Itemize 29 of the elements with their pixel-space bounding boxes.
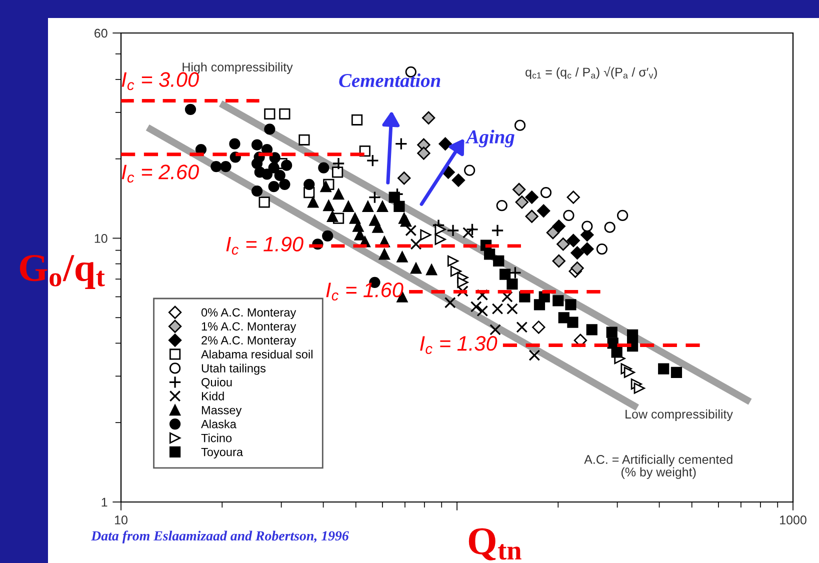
legend-label: Alabama residual soil (201, 350, 312, 358)
legend-label: Quiou (202, 378, 232, 389)
annotation: I$_{c}$ = 1.60 (326, 282, 404, 301)
annotation: Aging (465, 130, 514, 148)
legend-label: 1% A.C. Monteray (202, 322, 296, 333)
y-tick-label: 60 (94, 28, 108, 38)
annotation: I$_{c}$ = 1.30 (420, 336, 498, 354)
legend-label: 2% A.C. Monteray (202, 336, 296, 347)
annotation: I$_{c}$ = 2.60 (122, 164, 199, 183)
x-tick-label: 1000 (780, 516, 806, 524)
legend-label: Ticino (201, 434, 232, 442)
legend-label: 0% A.C. Monteray (201, 308, 296, 319)
legend-label: Kidd (202, 392, 224, 400)
legend-label: Utah tailings (202, 364, 266, 375)
legend-label: Toyoura (201, 448, 243, 459)
y-tick-label: 10 (94, 234, 108, 243)
annotation: Low compressibility (626, 409, 733, 422)
annotation: I$_{c}$ = 3.00 (122, 72, 199, 90)
annotation: I$_{c}$ = 1.90 (226, 236, 304, 255)
annotation: Cementation (339, 73, 440, 88)
y-tick-label: 1 (102, 498, 108, 507)
annotation: High compressibility (182, 62, 293, 74)
legend-label: Massey (202, 406, 242, 417)
y-axis-title: G$_{o}$/q$_{t}$ (20, 255, 105, 290)
text: q$_{c1}$ = (q$_{c}$ / P$_{a}$) √(P$_{a}$ / σ′$_{v}$) (526, 66, 657, 80)
x-axis-title: Q$_{tn}$ (468, 528, 522, 560)
annotation: A.C. = Artificially cemented (% by weight) (584, 454, 732, 479)
text: Data from Eslaamizaad and Robertson, 1996 (91, 530, 349, 544)
legend-label: Alaska (201, 420, 236, 428)
